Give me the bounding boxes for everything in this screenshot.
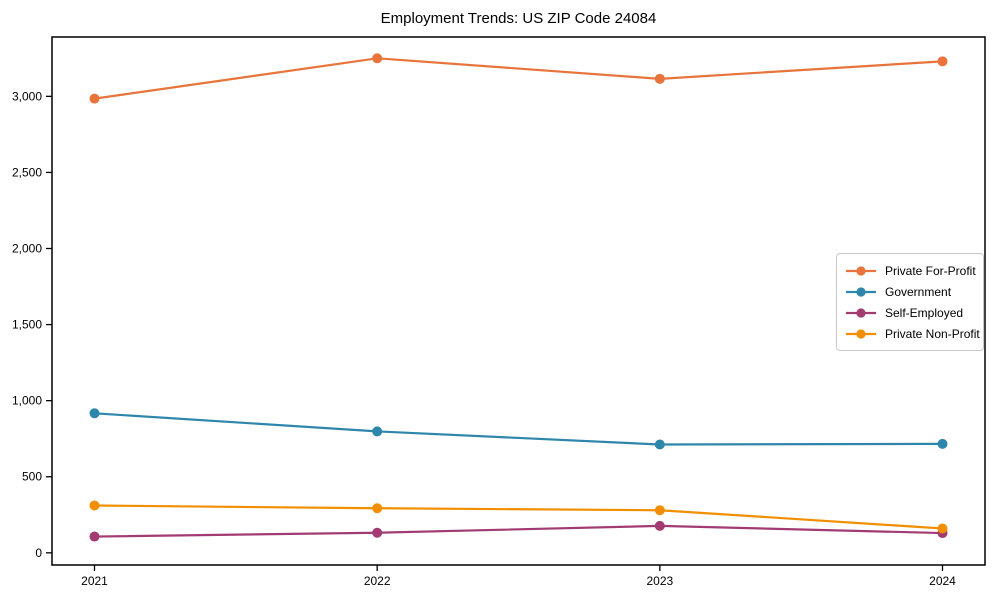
y-axis-tick-label: 2,500 — [12, 165, 42, 179]
series-line-private-for-profit — [94, 57, 943, 100]
legend-item-label: Private For-Profit — [885, 263, 976, 278]
legend: Private For-Profit Government Self-Employe… — [836, 253, 984, 351]
data-point-private-for-profit-2023 — [654, 73, 665, 84]
data-point-private-non-profit-2023 — [654, 505, 665, 516]
legend-item-label: Self-Employed — [885, 305, 964, 320]
data-point-private-for-profit-2021 — [89, 93, 100, 104]
legend-marker-icon — [846, 265, 876, 276]
legend-item-label: Government — [885, 284, 952, 299]
y-axis-tick-label: 1,500 — [12, 318, 42, 332]
legend-item-private-non-profit: Private Non-Profit — [845, 323, 980, 344]
y-axis-tick-label: 2,000 — [12, 242, 42, 256]
y-axis-tick-label: 0 — [35, 546, 42, 560]
data-point-private-for-profit-2022 — [372, 53, 383, 64]
y-axis-tick-label: 500 — [22, 470, 42, 484]
x-axis-tick-label: 2023 — [646, 574, 673, 588]
legend-marker-icon — [846, 307, 876, 318]
data-point-private-non-profit-2021 — [89, 500, 100, 511]
x-axis-tick-label: 2024 — [929, 574, 956, 588]
y-axis-tick-label: 3,000 — [12, 89, 42, 103]
chart-title: Employment Trends: US ZIP Code 24084 — [380, 10, 657, 27]
series-line-self-employed — [94, 524, 943, 538]
data-point-private-for-profit-2024 — [937, 56, 948, 67]
legend-marker-icon — [846, 328, 876, 339]
legend-item-private-for-profit: Private For-Profit — [845, 260, 976, 281]
x-axis-tick-label: 2022 — [364, 574, 391, 588]
y-axis-tick-label: 1,000 — [12, 394, 42, 408]
data-point-government-2021 — [89, 408, 100, 419]
data-point-self-employed-2022 — [372, 527, 383, 538]
data-point-self-employed-2023 — [654, 520, 665, 531]
legend-item-self-employed: Self-Employed — [845, 302, 975, 323]
data-point-private-non-profit-2024 — [937, 523, 948, 534]
legend-item-label: Private Non-Profit — [885, 326, 980, 341]
series-line-private-non-profit — [94, 504, 943, 530]
data-point-government-2022 — [372, 426, 383, 437]
data-point-government-2023 — [654, 439, 665, 450]
x-axis-tick-label: 2021 — [81, 574, 108, 588]
data-point-self-employed-2021 — [89, 531, 100, 542]
data-point-private-non-profit-2022 — [372, 503, 383, 514]
legend-marker-icon — [846, 286, 876, 297]
series-line-government — [94, 412, 943, 446]
legend-item-government: Government — [845, 281, 975, 302]
data-point-government-2024 — [937, 438, 948, 449]
plot-border — [51, 36, 986, 566]
